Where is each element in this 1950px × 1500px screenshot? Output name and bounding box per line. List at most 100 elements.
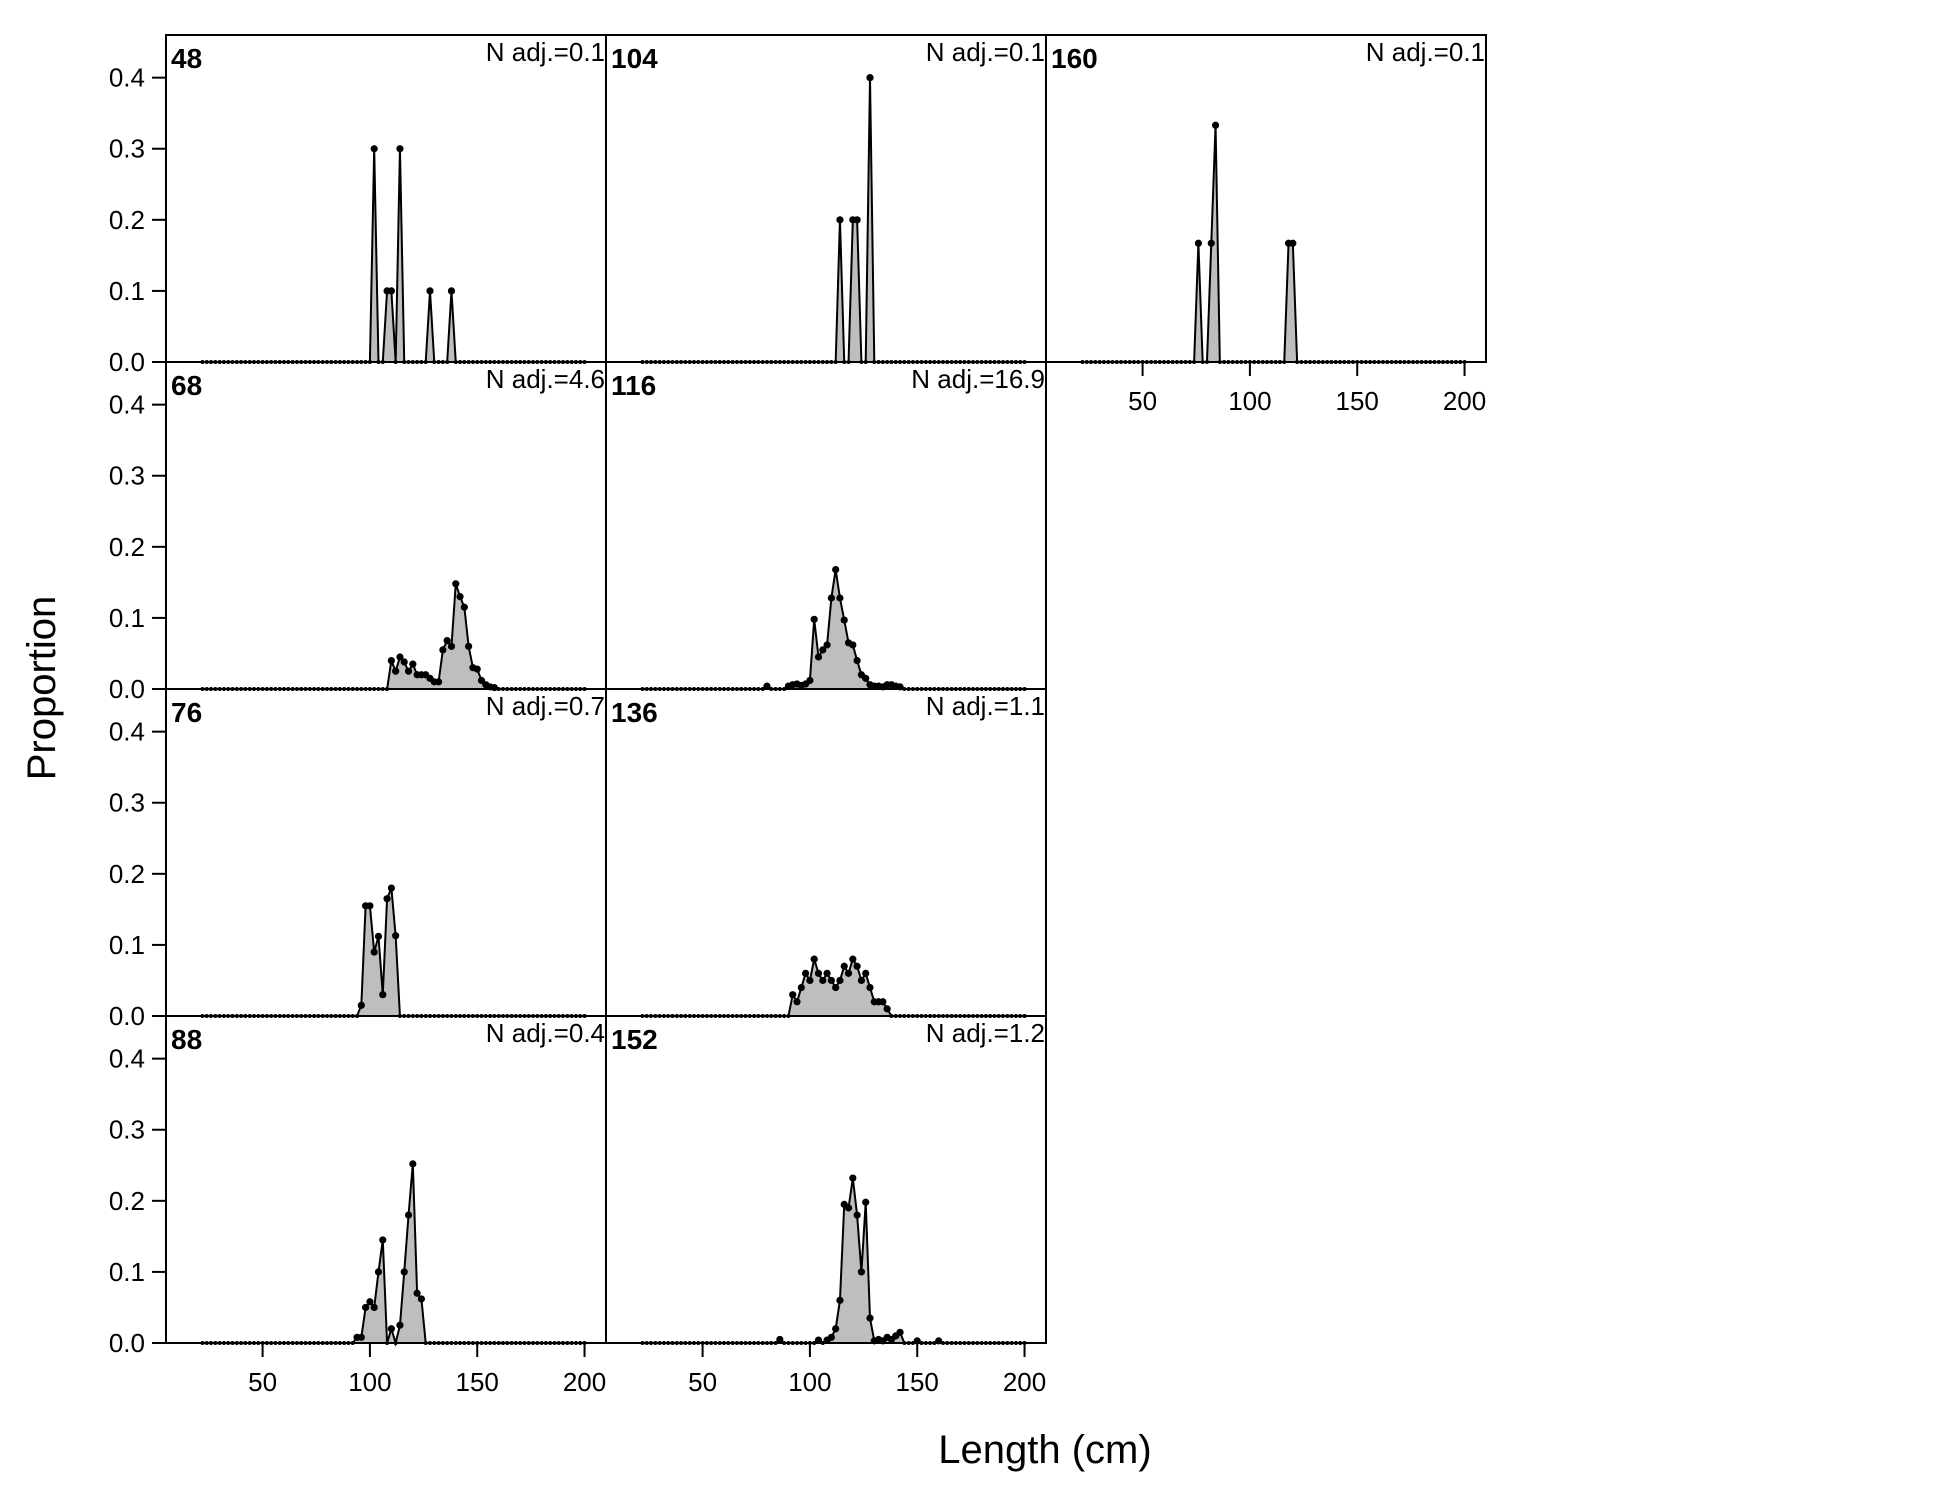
data-point — [810, 955, 818, 963]
y-tick-label: 0.2 — [109, 532, 145, 562]
n-adj-label: N adj.=1.2 — [926, 1018, 1045, 1048]
y-tick-label: 0.1 — [109, 930, 145, 960]
series-line-88 — [202, 1163, 585, 1347]
panel-label: 76 — [171, 697, 202, 728]
y-axis-48: 0.0 0.1 0.2 0.3 0.4 — [109, 63, 166, 377]
data-point — [357, 1001, 365, 1009]
data-point — [857, 976, 866, 985]
data-point — [387, 656, 395, 665]
data-point — [823, 641, 831, 649]
data-point — [366, 1298, 374, 1306]
data-point — [844, 1204, 853, 1212]
panel-frame — [165, 361, 607, 690]
data-point — [789, 991, 797, 999]
data-point — [819, 976, 827, 985]
data-point — [844, 969, 853, 977]
x-tick-label: 50 — [1128, 386, 1157, 416]
data-point — [413, 1289, 421, 1297]
y-tick-label: 0.3 — [109, 1115, 145, 1145]
y-tick-label: 0.4 — [109, 390, 145, 420]
y-tick-label: 0.2 — [109, 205, 145, 235]
data-point — [473, 665, 481, 673]
y-tick-label: 0.3 — [109, 134, 145, 164]
data-point — [866, 1314, 874, 1322]
panel-label: 88 — [171, 1024, 202, 1055]
series-line-152 — [642, 1177, 1025, 1345]
area-fill-152 — [642, 1178, 1025, 1343]
data-point — [849, 1174, 857, 1182]
data-point — [417, 1295, 426, 1303]
data-point — [849, 641, 857, 649]
data-point — [776, 1335, 784, 1344]
data-point — [357, 1333, 365, 1341]
x-tick-label: 200 — [1003, 1367, 1046, 1397]
x-tick-label: 150 — [1336, 386, 1379, 416]
panel-160: 160 N adj.=0.1 — [1045, 34, 1487, 364]
data-point — [853, 656, 861, 665]
panel-104: 104 N adj.=0.1 — [605, 34, 1047, 364]
data-point — [434, 678, 443, 686]
series-line-160 — [1082, 125, 1465, 363]
data-point — [883, 1005, 891, 1013]
y-tick-label: 0.1 — [109, 1257, 145, 1287]
data-point — [802, 969, 810, 977]
data-point — [392, 667, 400, 675]
data-point — [400, 1268, 408, 1276]
data-point — [383, 895, 391, 903]
data-point — [896, 1328, 904, 1336]
x-axis-col-0: 50 100 150 200 — [248, 1343, 606, 1397]
data-point — [793, 998, 801, 1006]
area-fill-76 — [202, 888, 585, 1016]
panel-116: 116 N adj.=16.9 — [605, 361, 1047, 691]
data-point — [853, 962, 861, 970]
panel-label: 160 — [1051, 43, 1098, 74]
y-tick-label: 0.2 — [109, 859, 145, 889]
series-line-104 — [642, 77, 1025, 363]
data-point — [814, 969, 823, 977]
data-point — [409, 660, 417, 668]
data-point — [400, 658, 408, 666]
x-tick-label: 100 — [348, 1367, 391, 1397]
data-point — [879, 998, 887, 1006]
data-point — [396, 145, 404, 153]
panels-layer: 48 N adj.=0.1 68 N adj.=4.6 76 N adj.=0.7 88 N … — [165, 34, 1487, 1347]
x-tick-label: 150 — [456, 1367, 499, 1397]
panel-frame — [605, 688, 1047, 1017]
panel-136: 136 N adj.=1.1 — [605, 688, 1047, 1018]
panel-48: 48 N adj.=0.1 — [165, 34, 607, 364]
data-point — [840, 962, 848, 970]
data-point — [387, 1325, 395, 1333]
panel-frame — [605, 361, 1047, 690]
x-axis-col-2: 50 100 150 200 — [1128, 362, 1486, 416]
data-point — [827, 1333, 835, 1341]
data-point — [806, 976, 814, 985]
x-axis-col-1: 50 100 150 200 — [688, 1343, 1046, 1397]
y-tick-label: 0.3 — [109, 788, 145, 818]
y-tick-label: 0.0 — [109, 674, 145, 704]
data-point — [439, 646, 447, 654]
data-point — [447, 642, 456, 650]
x-tick-label: 100 — [1228, 386, 1271, 416]
data-point — [853, 216, 861, 224]
data-point — [862, 1198, 870, 1206]
y-tick-label: 0.1 — [109, 276, 145, 306]
panel-label: 68 — [171, 370, 202, 401]
n-adj-label: N adj.=16.9 — [911, 364, 1045, 394]
panel-76: 76 N adj.=0.7 — [165, 688, 607, 1018]
y-tick-label: 0.0 — [109, 1001, 145, 1031]
y-axis-88: 0.0 0.1 0.2 0.3 0.4 — [109, 1044, 166, 1358]
data-point — [763, 682, 771, 690]
y-axis-76: 0.0 0.1 0.2 0.3 0.4 — [109, 717, 166, 1031]
data-point — [426, 287, 434, 295]
data-point — [396, 653, 404, 661]
data-point — [404, 667, 413, 675]
y-tick-label: 0.4 — [109, 63, 145, 93]
data-point — [862, 969, 870, 977]
panel-88: 88 N adj.=0.4 — [165, 1015, 607, 1347]
data-point — [1194, 239, 1202, 247]
data-point — [379, 991, 387, 999]
data-point — [814, 653, 823, 661]
y-tick-label: 0.3 — [109, 461, 145, 491]
y-tick-label: 0.4 — [109, 717, 145, 747]
data-point — [832, 1325, 840, 1333]
